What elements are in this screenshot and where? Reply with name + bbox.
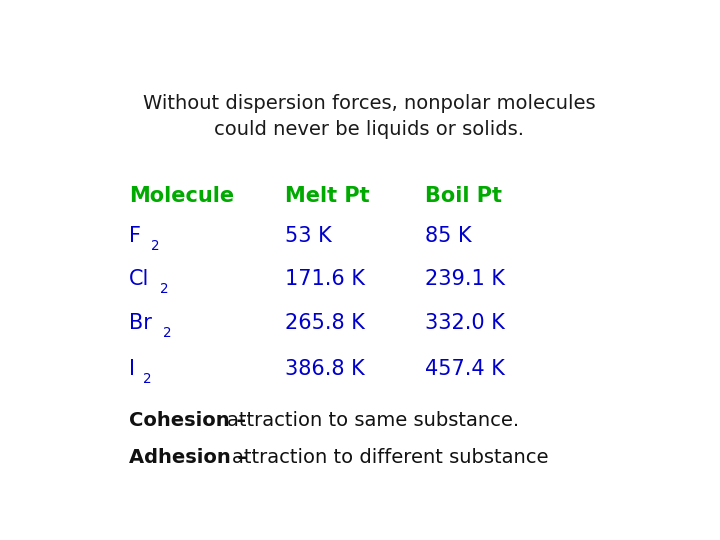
Text: 332.0 K: 332.0 K <box>425 313 505 333</box>
Text: 386.8 K: 386.8 K <box>285 359 365 379</box>
Text: I: I <box>129 359 135 379</box>
Text: attraction to same substance.: attraction to same substance. <box>227 411 519 430</box>
Text: 2: 2 <box>151 239 160 253</box>
Text: Boil Pt: Boil Pt <box>425 186 502 206</box>
Text: 85 K: 85 K <box>425 226 472 246</box>
Text: Cl: Cl <box>129 269 150 289</box>
Text: 2: 2 <box>163 326 171 340</box>
Text: Melt Pt: Melt Pt <box>285 186 370 206</box>
Text: Adhesion –: Adhesion – <box>129 448 247 467</box>
Text: Cohesion –: Cohesion – <box>129 411 246 430</box>
Text: 265.8 K: 265.8 K <box>285 313 365 333</box>
Text: 457.4 K: 457.4 K <box>425 359 505 379</box>
Text: 239.1 K: 239.1 K <box>425 269 505 289</box>
Text: 171.6 K: 171.6 K <box>285 269 365 289</box>
Text: 2: 2 <box>143 372 152 386</box>
Text: F: F <box>129 226 141 246</box>
Text: attraction to different substance: attraction to different substance <box>233 448 549 467</box>
Text: Without dispersion forces, nonpolar molecules
could never be liquids or solids.: Without dispersion forces, nonpolar mole… <box>143 94 595 139</box>
Text: 53 K: 53 K <box>285 226 332 246</box>
Text: Molecule: Molecule <box>129 186 234 206</box>
Text: 2: 2 <box>160 282 168 296</box>
Text: Br: Br <box>129 313 152 333</box>
